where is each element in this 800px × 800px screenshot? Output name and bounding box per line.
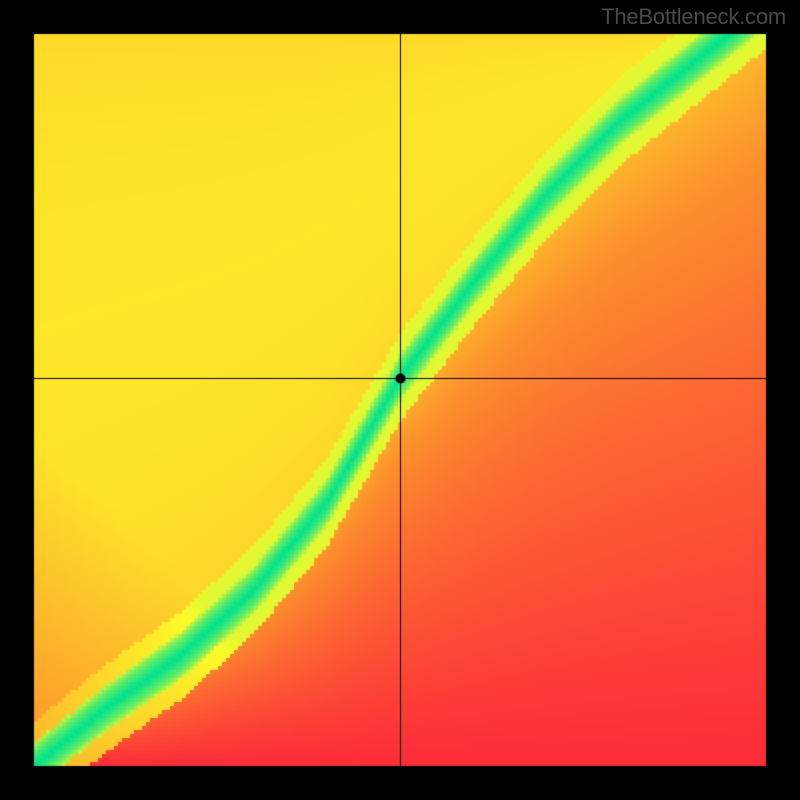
watermark-text: TheBottleneck.com	[601, 4, 786, 30]
chart-container: TheBottleneck.com	[0, 0, 800, 800]
bottleneck-heatmap	[0, 0, 800, 800]
